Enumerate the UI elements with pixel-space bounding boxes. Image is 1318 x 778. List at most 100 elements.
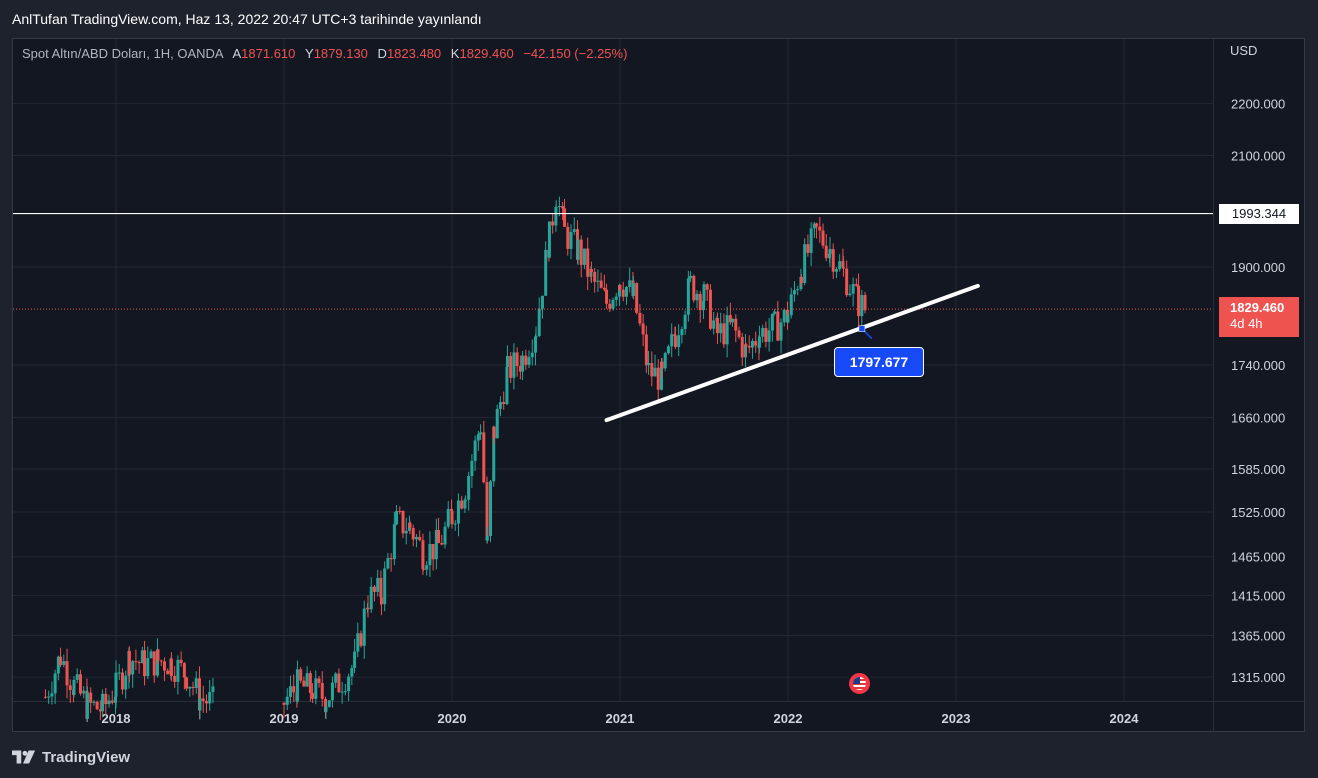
candle-body [479, 432, 483, 435]
candle-body [473, 440, 477, 461]
candle-body [308, 673, 312, 693]
candle-body [140, 650, 144, 664]
candle-body [557, 205, 561, 207]
candle-body [673, 336, 677, 348]
candle-body [117, 672, 121, 674]
candle-body [453, 523, 457, 525]
candle-body [624, 287, 628, 297]
candle-body [467, 475, 471, 500]
candle-body [789, 294, 793, 316]
candle-body [554, 207, 558, 226]
candle-body [779, 322, 783, 341]
x-tick-label: 2022 [774, 711, 803, 726]
currency-label[interactable]: USD [1230, 43, 1258, 58]
candle-body [460, 500, 464, 509]
candle-body [831, 249, 835, 272]
candle-body [673, 334, 677, 337]
candle-body [211, 686, 215, 693]
candle-body [799, 276, 803, 290]
candle-body [611, 299, 615, 309]
candle-body [56, 656, 60, 674]
y-tick-label: 1365.000 [1231, 629, 1285, 644]
candle-body [554, 206, 558, 208]
candle-body [337, 673, 341, 693]
candle-body [353, 651, 357, 668]
candle-body [722, 323, 726, 345]
candle-body [812, 223, 816, 229]
candle-body [159, 660, 163, 662]
candle-body [334, 673, 338, 683]
candle-body [712, 320, 716, 329]
candle-body [194, 678, 198, 689]
legend-close: 1829.460 [459, 46, 514, 61]
symbol-name[interactable]: Spot Altın/ABD Doları, 1H, OANDA [22, 46, 223, 61]
candle-body [449, 508, 453, 511]
candle-body [127, 651, 131, 675]
candle-body [414, 536, 418, 540]
top-bar: AnlTufan TradingView.com, Haz 13, 2022 2… [0, 0, 1318, 38]
candle-body [350, 667, 354, 677]
trendline-anchor-handle [858, 325, 866, 332]
footer-branding: TradingView [12, 746, 130, 768]
candle-body [569, 231, 573, 249]
candle-body [204, 700, 208, 704]
trendline-price-label[interactable]: 1797.677 [834, 347, 924, 377]
candle-body [282, 702, 286, 705]
candle-body [149, 651, 153, 659]
candle-body [295, 669, 299, 702]
candle-body [110, 700, 114, 703]
candle-body [827, 253, 831, 259]
candle-body [841, 261, 845, 268]
us-flag-icon[interactable] [847, 671, 872, 696]
candle-body [828, 249, 832, 254]
candle-body [434, 530, 438, 560]
candle-body [498, 402, 502, 409]
candle-body [372, 586, 376, 592]
candle-body [114, 672, 118, 697]
candle-body [463, 499, 467, 501]
candle-body [59, 656, 63, 666]
candle-body [527, 357, 531, 365]
candle-body [518, 366, 522, 372]
candle-body [188, 686, 192, 689]
candle-body [635, 283, 639, 313]
candle-body [695, 293, 699, 301]
candle-body [156, 649, 160, 661]
candle-body [340, 691, 344, 693]
candle-body [677, 335, 681, 348]
candle-body [715, 318, 719, 334]
candle-body [680, 329, 684, 336]
candle-body [320, 683, 324, 699]
candle-body [431, 544, 435, 560]
candle-body [288, 686, 292, 697]
candle-body [770, 313, 774, 331]
candle-body [860, 295, 864, 317]
candle-body [638, 312, 642, 324]
candle-body [512, 352, 516, 378]
candle-body [323, 698, 327, 713]
candle-body [173, 675, 177, 682]
candle-body [176, 659, 180, 682]
legend-open-key: A [232, 46, 242, 61]
candle-body [773, 311, 777, 314]
candle-body [509, 355, 513, 378]
candle-body [62, 661, 66, 666]
legend-low: 1823.480 [386, 46, 442, 61]
candle-body [166, 670, 170, 675]
candle-body [576, 239, 580, 260]
candle-body [530, 352, 534, 358]
candle-body [602, 287, 606, 290]
candle-body [356, 633, 360, 652]
price-chart[interactable]: 2200.000 2100.000 1900.000 1740.000 1660.000… [13, 39, 1306, 733]
candle-body [285, 696, 289, 705]
candle-body [489, 481, 493, 537]
candle-body [686, 278, 690, 315]
candle-body [446, 508, 450, 527]
candle-body [653, 367, 657, 377]
candle-body [776, 311, 780, 341]
candle-body [201, 698, 205, 701]
candle-body [124, 675, 128, 690]
candle-body [589, 268, 593, 277]
candle-body [389, 558, 393, 560]
chart-pane[interactable]: 2200.000 2100.000 1900.000 1740.000 1660.000… [12, 38, 1306, 733]
